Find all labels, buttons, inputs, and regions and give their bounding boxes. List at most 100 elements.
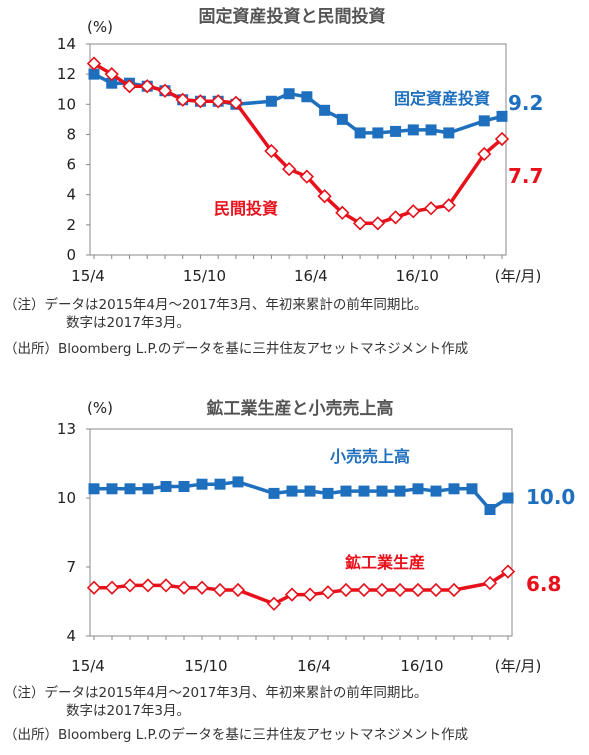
chart-source: （出所）Bloomberg L.P.のデータを基に三井住友アセットマネジメント作…	[4, 727, 469, 743]
data-point-private-investment	[299, 169, 315, 184]
x-tick-label: 16/10	[400, 657, 443, 675]
y-tick-label: 14	[57, 35, 76, 53]
series-label-retail-sales: 小売売上高	[330, 447, 410, 466]
chart-note: （注）データは2015年4月～2017年3月、年初来累計の前年同期比。	[4, 685, 428, 701]
data-point-retail-sales	[268, 487, 280, 499]
y-tick-label: 7	[66, 558, 76, 576]
series-line-private-investment	[93, 62, 504, 226]
chart-note: （注）データは2015年4月～2017年3月、年初来累計の前年同期比。	[4, 297, 428, 313]
data-point-industrial-production	[482, 575, 498, 591]
data-point-fixed-asset-investment	[496, 110, 508, 122]
end-value-label-fixed-asset-investment: 9.2	[508, 91, 543, 115]
data-point-retail-sales	[142, 483, 154, 495]
data-point-private-investment	[406, 204, 421, 219]
data-point-industrial-production	[320, 585, 336, 600]
end-value-label-retail-sales: 10.0	[526, 485, 575, 509]
data-point-retail-sales	[502, 492, 514, 504]
data-point-fixed-asset-investment	[478, 115, 490, 127]
data-point-retail-sales	[88, 483, 100, 495]
data-point-private-investment	[370, 216, 385, 231]
plot-area-frame	[89, 428, 513, 637]
x-axis-unit-label: (年/月)	[495, 267, 542, 285]
data-point-private-investment	[335, 205, 350, 220]
series-label-industrial-production: 鉱工業生産	[345, 553, 425, 572]
data-point-retail-sales	[448, 483, 460, 495]
y-axis-unit-label: (%)	[87, 399, 113, 417]
data-point-industrial-production	[158, 578, 174, 593]
data-point-private-investment	[140, 79, 155, 94]
data-point-retail-sales	[214, 478, 226, 490]
data-point-industrial-production	[122, 578, 138, 593]
data-point-fixed-asset-investment	[390, 125, 402, 137]
data-point-fixed-asset-investment	[265, 95, 277, 107]
data-point-private-investment	[423, 201, 439, 216]
data-point-retail-sales	[484, 504, 496, 515]
chart-source: （出所）Bloomberg L.P.のデータを基に三井住友アセットマネジメント作…	[4, 341, 469, 357]
data-point-industrial-production	[284, 587, 300, 602]
data-point-private-investment	[228, 95, 244, 110]
data-point-retail-sales	[286, 485, 298, 497]
data-point-private-investment	[122, 79, 137, 94]
data-point-industrial-production	[302, 587, 318, 602]
data-point-industrial-production	[230, 582, 246, 598]
data-point-retail-sales	[394, 485, 406, 497]
data-point-industrial-production	[176, 580, 192, 595]
line-chart-industrial-production-and-retail-sales: 鉱工業生産と小売売上高 (%) 4 7 10 13 15/4 15/10 16/4 16/10 (年…	[57, 398, 575, 675]
series-label-private-investment: 民間投資	[214, 199, 278, 218]
plot-area-frame	[89, 43, 507, 256]
data-point-industrial-production	[194, 580, 210, 595]
chart-note-indent: 数字は2017年3月。	[66, 703, 190, 719]
data-point-retail-sales	[322, 487, 334, 499]
data-point-private-investment	[494, 131, 510, 147]
data-point-industrial-production	[86, 580, 102, 595]
data-point-industrial-production	[338, 582, 354, 598]
y-tick-label: 4	[66, 627, 76, 645]
x-tick-label: 15/10	[183, 267, 226, 285]
data-point-industrial-production	[410, 582, 426, 598]
data-point-retail-sales	[340, 485, 352, 497]
data-point-private-investment	[157, 83, 173, 98]
chart-note-continued: 数字は2017年3月。	[4, 702, 190, 720]
x-axis-unit-label: (年/月)	[495, 657, 542, 675]
data-point-private-investment	[264, 143, 279, 159]
data-point-retail-sales	[412, 483, 424, 495]
chart-panel-industrial-production: 鉱工業生産と小売売上高 (%) 4 7 10 13 15/4 15/10 16/4 16/10 (年…	[0, 390, 589, 755]
data-point-private-investment	[441, 198, 456, 213]
data-point-fixed-asset-investment	[319, 104, 331, 116]
data-point-retail-sales	[178, 481, 190, 492]
data-point-fixed-asset-investment	[407, 124, 419, 136]
chart-panel-fixed-asset-investment: 固定資産投資と民間投資 (%) 0 2 4 6 8 10 12 14 15/4 15/10 16/4 16…	[0, 0, 589, 375]
data-point-retail-sales	[304, 485, 316, 497]
y-tick-label: 13	[57, 420, 76, 438]
data-point-retail-sales	[376, 485, 388, 497]
y-tick-label: 10	[57, 489, 76, 507]
data-point-fixed-asset-investment	[336, 113, 348, 125]
series-line-industrial-production	[94, 570, 509, 606]
data-point-private-investment	[175, 92, 190, 107]
y-tick-label: 0	[66, 246, 76, 264]
data-point-private-investment	[86, 56, 102, 71]
data-point-retail-sales	[106, 483, 118, 495]
data-point-private-investment	[104, 67, 119, 82]
y-tick-label: 2	[66, 216, 76, 234]
chart-title: 鉱工業生産と小売売上高	[207, 398, 394, 419]
x-tick-label: 16/4	[297, 657, 331, 675]
data-point-industrial-production	[446, 582, 462, 598]
x-tick-label: 15/4	[71, 657, 105, 675]
data-point-retail-sales	[160, 481, 172, 492]
data-point-private-investment	[193, 94, 208, 109]
data-point-industrial-production	[104, 580, 120, 595]
x-tick-label: 15/10	[184, 657, 227, 675]
data-point-private-investment	[317, 189, 332, 204]
data-point-fixed-asset-investment	[425, 124, 437, 136]
y-axis-unit-label: (%)	[87, 18, 113, 36]
data-point-industrial-production	[356, 582, 372, 598]
chart-title: 固定資産投資と民間投資	[199, 6, 386, 27]
end-value-label-industrial-production: 6.8	[526, 572, 561, 596]
chart-note-indent: 数字は2017年3月。	[66, 315, 190, 331]
x-tick-label: 16/4	[294, 267, 328, 285]
y-tick-label: 8	[66, 125, 76, 143]
data-point-industrial-production	[500, 564, 516, 579]
data-point-industrial-production	[212, 582, 228, 598]
data-point-industrial-production	[266, 596, 282, 611]
